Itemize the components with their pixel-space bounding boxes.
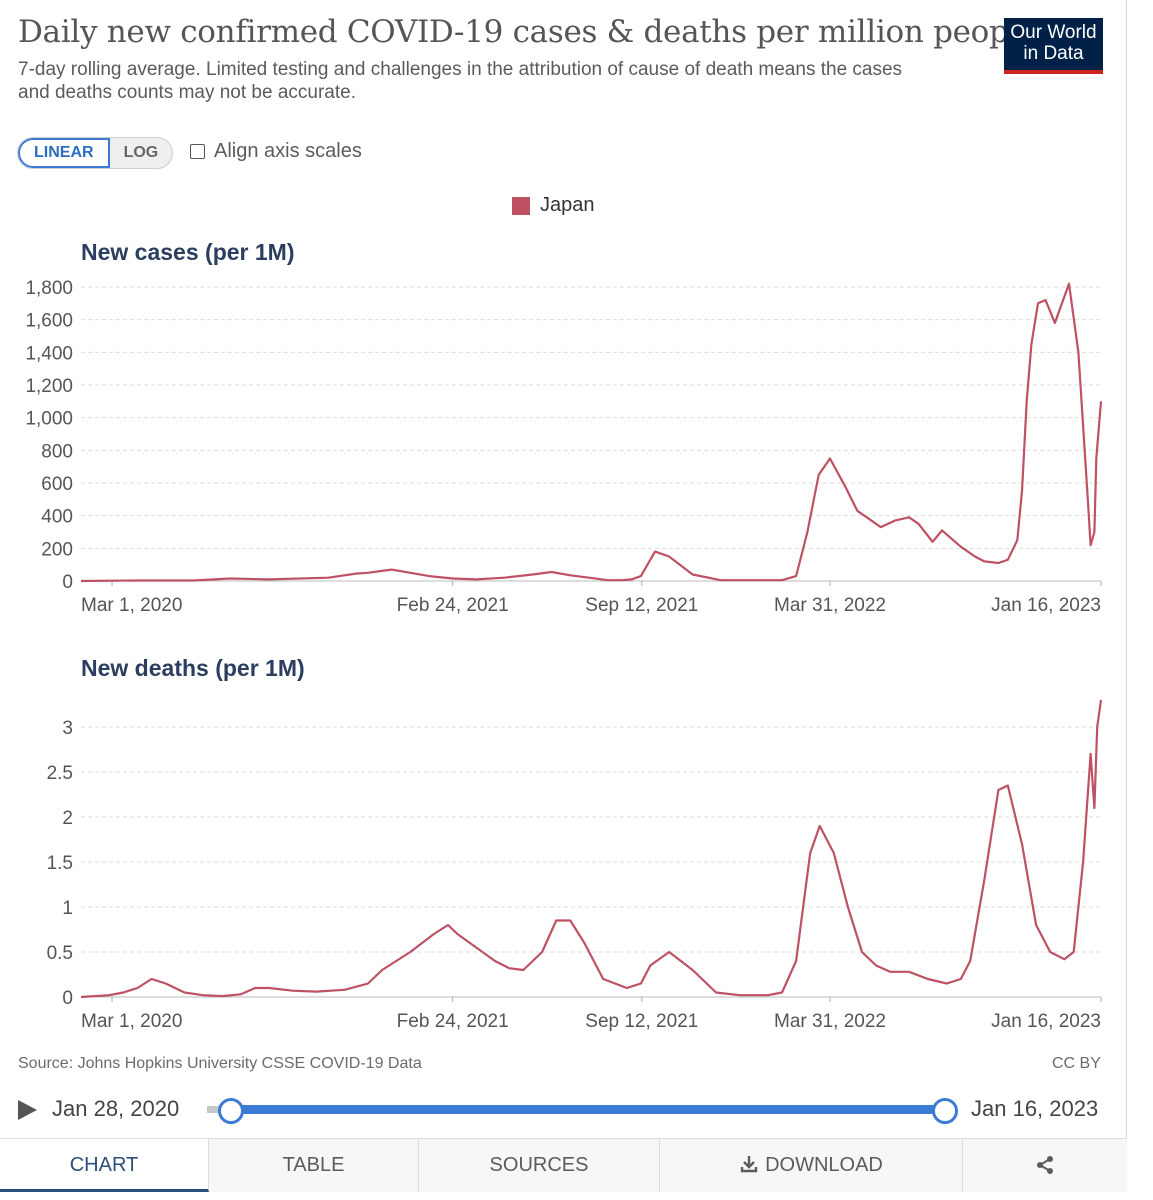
download-icon [740, 1156, 758, 1173]
charts-svg: New cases (per 1M) 0 200 400 600 800 1,000 1,20… [25, 239, 1103, 1032]
chart-1-title: New deaths (per 1M) [81, 655, 305, 681]
y-tick-label: 1,400 [25, 343, 73, 364]
cases-chart: New cases (per 1M) 0 200 400 600 800 1,000 1,20… [25, 239, 1103, 616]
source-note[interactable]: Source: Johns Hopkins University CSSE CO… [18, 1055, 422, 1072]
y-tick-label: 1,200 [25, 376, 73, 397]
x-tick-label: Mar 1, 2020 [81, 595, 182, 616]
x-tick-label: Feb 24, 2021 [397, 595, 509, 616]
x-tick-label: Sep 12, 2021 [585, 595, 698, 616]
tab-share[interactable] [963, 1139, 1127, 1192]
y-tick-label: 0 [62, 988, 73, 1009]
share-icon [1037, 1156, 1053, 1174]
legend-swatch [512, 196, 530, 215]
x-tick-label: Mar 31, 2022 [774, 595, 886, 616]
timeline-track-range[interactable] [231, 1105, 945, 1114]
license-link[interactable]: CC BY [1052, 1055, 1101, 1072]
y-tick-label: 200 [41, 539, 73, 560]
y-tick-label: 1 [62, 898, 73, 919]
tab-chart[interactable]: CHART [0, 1139, 209, 1192]
align-axis-toggle[interactable]: Align axis scales [190, 140, 362, 163]
align-axis-checkbox[interactable] [190, 144, 205, 159]
timeline-end-date: Jan 16, 2023 [971, 1096, 1099, 1121]
x-tick-label: Jan 16, 2023 [991, 595, 1101, 616]
x-tick-label: Sep 12, 2021 [585, 1011, 698, 1032]
x-tick-label: Feb 24, 2021 [397, 1011, 509, 1032]
chart-subtitle: 7-day rolling average. Limited testing a… [18, 59, 903, 103]
linear-scale-button[interactable]: LINEAR [18, 138, 110, 168]
legend-label: Japan [540, 194, 595, 216]
tab-download-label: DOWNLOAD [765, 1154, 883, 1176]
y-tick-label: 1.5 [47, 853, 73, 874]
y-tick-label: 2 [62, 808, 73, 829]
timeline: Jan 28, 2020 Jan 16, 2023 [0, 1090, 1127, 1130]
y-tick-label: 800 [41, 441, 73, 462]
legend[interactable]: Japan [512, 194, 595, 217]
y-tick-label: 1,600 [25, 311, 73, 332]
tab-table[interactable]: TABLE [209, 1139, 419, 1192]
y-tick-label: 0.5 [47, 943, 73, 964]
chart-title: Daily new confirmed COVID-19 cases & dea… [18, 14, 1037, 50]
series-line-japan [80, 282, 1103, 583]
tab-download[interactable]: DOWNLOAD [660, 1139, 963, 1192]
align-axis-label: Align axis scales [214, 140, 362, 162]
x-tick-label: Jan 16, 2023 [991, 1011, 1101, 1032]
timeline-start-handle[interactable] [218, 1098, 244, 1124]
deaths-chart: New deaths (per 1M) 0 0.5 1 1.5 2 2.5 3 Mar 1, 2… [47, 655, 1103, 1032]
logo-line-2: in Data [1023, 43, 1084, 64]
log-scale-button[interactable]: LOG [123, 144, 159, 161]
y-tick-label: 600 [41, 474, 73, 495]
y-tick-label: 1,800 [25, 278, 73, 299]
y-tick-label: 3 [62, 718, 73, 739]
tab-bar: CHART TABLE SOURCES DOWNLOAD [0, 1138, 1127, 1193]
y-tick-label: 1,000 [25, 409, 73, 430]
play-icon[interactable] [18, 1100, 37, 1120]
owid-logo[interactable]: Our World in Data [1004, 18, 1103, 74]
logo-line-1: Our World [1010, 22, 1097, 43]
chart-0-title: New cases (per 1M) [81, 239, 294, 265]
y-tick-label: 400 [41, 507, 73, 528]
series-line-japan [80, 699, 1103, 999]
x-tick-label: Mar 1, 2020 [81, 1011, 182, 1032]
scale-toggle: LINEAR LOG [17, 137, 174, 169]
x-tick-label: Mar 31, 2022 [774, 1011, 886, 1032]
timeline-start-date: Jan 28, 2020 [52, 1096, 180, 1121]
y-tick-label: 2.5 [47, 763, 73, 784]
tab-sources[interactable]: SOURCES [419, 1139, 660, 1192]
timeline-end-handle[interactable] [932, 1098, 958, 1124]
y-tick-label: 0 [62, 572, 73, 593]
